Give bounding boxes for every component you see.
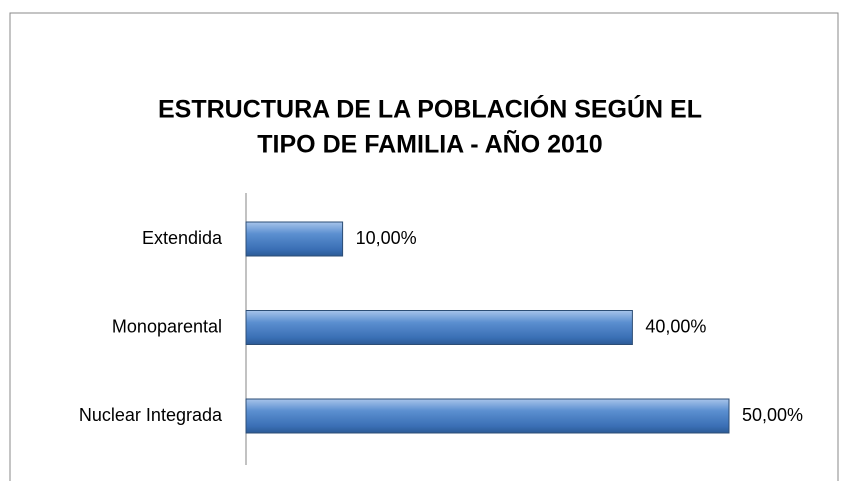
data-label: 40,00% (645, 316, 706, 336)
bar (245, 221, 344, 257)
chart-title: TIPO DE FAMILIA - AÑO 2010 (257, 129, 602, 159)
bar (245, 398, 730, 434)
y-tick-label: Monoparental (112, 316, 222, 336)
bar (245, 310, 633, 345)
data-label: 10,00% (356, 228, 417, 248)
chart-frame (9, 12, 839, 481)
data-label: 50,00% (742, 405, 803, 425)
y-tick-label: Nuclear Integrada (79, 405, 223, 425)
y-tick-label: Extendida (142, 228, 223, 248)
chart-title: ESTRUCTURA DE LA POBLACIÓN SEGÚN EL (158, 94, 702, 124)
